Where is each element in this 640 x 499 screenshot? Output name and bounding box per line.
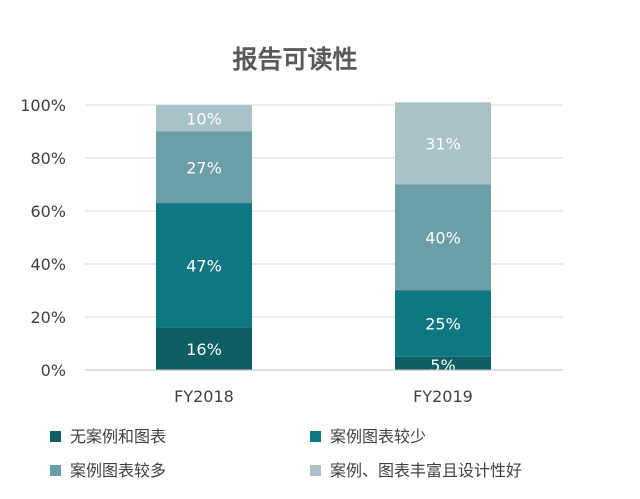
legend-swatch [50,431,61,442]
legend-label: 案例图表较多 [70,461,166,480]
y-tick-label: 20% [30,308,66,327]
data-label: 10% [186,109,222,128]
data-label: 40% [425,229,461,248]
chart-title: 报告可读性 [232,45,357,74]
legend-label: 无案例和图表 [70,427,166,446]
y-axis-ticks: 0% 20% 40% 60% 80% 100% [20,96,66,380]
data-label: 16% [186,340,222,359]
x-category-label: FY2019 [413,387,473,406]
bar-segment [395,356,491,370]
legend-swatch [310,431,321,442]
bar-segment [156,105,252,132]
x-axis-labels: FY2018 FY2019 [174,387,473,406]
legend-swatch [310,465,321,476]
legend-swatch [50,465,61,476]
y-tick-label: 60% [30,202,66,221]
bar-segment [395,290,491,357]
bars: 16% 47% 27% 10% 5% 25% 40% 31% [156,102,491,375]
bar-segment [156,203,252,328]
x-category-label: FY2018 [174,387,234,406]
bar-segment [395,184,491,291]
bar-segment [156,131,252,204]
data-label: 27% [186,158,222,177]
y-tick-label: 80% [30,149,66,168]
data-label: 5% [430,356,455,375]
bar-segment [156,327,252,370]
y-tick-label: 40% [30,255,66,274]
y-tick-label: 0% [41,361,66,380]
y-tick-label: 100% [20,96,66,115]
legend-label: 案例、图表丰富且设计性好 [330,461,522,480]
data-label: 47% [186,256,222,275]
data-label: 25% [425,315,461,334]
bar-segment [395,102,491,185]
data-label: 31% [425,134,461,153]
legend-label: 案例图表较少 [330,427,426,446]
